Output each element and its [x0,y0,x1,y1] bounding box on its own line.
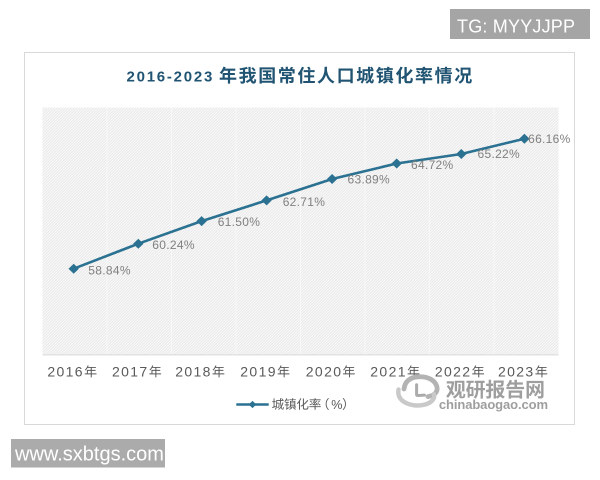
svg-text:2018: 2018 [175,363,212,379]
svg-text:60.24%: 60.24% [152,238,195,252]
svg-text:66.16%: 66.16% [528,132,571,146]
svg-text:chinabaogao.com: chinabaogao.com [439,397,548,412]
svg-text:63.89%: 63.89% [348,173,391,187]
svg-text:%: % [331,398,342,412]
svg-text:64.72%: 64.72% [411,158,454,172]
svg-text:65.22%: 65.22% [478,147,521,161]
svg-text:TG: MYYJJPP: TG: MYYJJPP [457,16,575,36]
svg-text:www.sxbtgs.com: www.sxbtgs.com [14,444,164,466]
svg-text:2022: 2022 [435,363,472,379]
svg-text:62.71%: 62.71% [283,195,326,209]
svg-text:2016: 2016 [47,363,84,379]
svg-text:2021: 2021 [370,363,407,379]
svg-text:2020: 2020 [306,363,343,379]
svg-text:58.84%: 58.84% [88,264,131,278]
svg-text:2017: 2017 [112,363,149,379]
svg-text:2023: 2023 [498,363,535,379]
svg-text:2016-2023: 2016-2023 [127,68,215,85]
svg-text:61.50%: 61.50% [218,215,261,229]
svg-text:2019: 2019 [240,363,277,379]
